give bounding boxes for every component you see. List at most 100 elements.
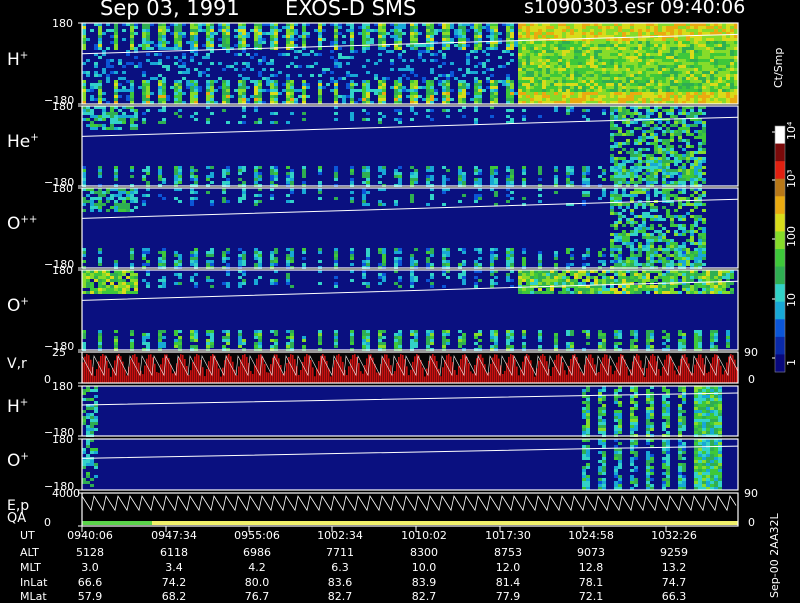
panel-label-sup: +	[30, 133, 39, 144]
panel-h-plus-2	[78, 386, 738, 437]
panel-ymax-he-plus: 180	[52, 100, 73, 113]
ephem-label-ut: UT	[20, 529, 35, 542]
ephem-value: 0947:34	[146, 529, 202, 542]
ephem-value: 7711	[312, 546, 368, 559]
ephem-value: 1010:02	[396, 529, 452, 542]
ephem-value: 80.0	[229, 576, 285, 589]
panel-label-sup: +	[20, 297, 29, 308]
ephem-value: 1017:30	[480, 529, 536, 542]
ephem-value: 6986	[229, 546, 285, 559]
panel-label-o-plus-2: O+	[7, 451, 29, 471]
header-instrument: EXOS-D SMS	[285, 0, 416, 20]
ephem-label-mlt: MLT	[20, 561, 41, 574]
ephem-value: 66.3	[646, 590, 702, 603]
ephem-value: 10.0	[396, 561, 452, 574]
panels-layer	[78, 23, 738, 532]
panel-o-plus-2	[78, 439, 738, 490]
ephem-label-mlat: MLat	[20, 590, 47, 603]
colorbar-tick-label: 1	[785, 359, 798, 366]
colorbar-tick-label: 10⁴	[785, 122, 798, 140]
panel-label-h-plus-2: H+	[7, 397, 28, 417]
colorbar-segment	[775, 284, 785, 302]
header-date: Sep 03, 1991	[100, 0, 240, 20]
panel-label-sup: ++	[20, 215, 37, 226]
colorbar-segment	[775, 179, 785, 197]
panel-ep-qa	[78, 493, 738, 526]
panel-rmax-vr: 90	[744, 346, 758, 359]
ephem-value: 9073	[563, 546, 619, 559]
panel-ymin-vr: 0	[44, 373, 51, 386]
ephem-value: 82.7	[396, 590, 452, 603]
ephem-value: 57.9	[62, 590, 118, 603]
panel-ymax-o-plusplus: 180	[52, 182, 73, 195]
panel-rmin-ep-qa: 0	[748, 516, 755, 529]
header-file: s1090303.esr	[524, 0, 654, 18]
ephem-value: 3.0	[62, 561, 118, 574]
panel-label-sup: +	[20, 50, 29, 61]
colorbar-segment	[775, 249, 785, 267]
ephem-value: 68.2	[146, 590, 202, 603]
colorbar	[772, 126, 785, 373]
panel-label-sup: +	[20, 398, 29, 409]
ephem-value: 82.7	[312, 590, 368, 603]
ephem-value: 12.8	[563, 561, 619, 574]
ephem-value: 6.3	[312, 561, 368, 574]
panel-label-he-plus: He+	[7, 132, 39, 152]
colorbar-segment	[775, 302, 785, 320]
ephem-value: 3.4	[146, 561, 202, 574]
ephem-value: 1032:26	[646, 529, 702, 542]
panel-label-o-plus: O+	[7, 296, 29, 316]
ephem-value: 83.9	[396, 576, 452, 589]
ephem-value: 76.7	[229, 590, 285, 603]
ephem-value: 9259	[646, 546, 702, 559]
panel-label-sup: +	[20, 451, 29, 462]
ephem-value: 74.2	[146, 576, 202, 589]
ephem-value: 72.1	[563, 590, 619, 603]
panel-rmin-vr: 0	[748, 373, 755, 386]
panel-o-plus	[78, 270, 738, 351]
colorbar-tick-label: 10	[785, 293, 798, 307]
panel-label-h-plus: H+	[7, 50, 28, 70]
ephem-value: 83.6	[312, 576, 368, 589]
colorbar-segment	[775, 319, 785, 337]
ephem-value: 5128	[62, 546, 118, 559]
panel-ymax-vr: 25	[52, 346, 66, 359]
panel-ymin-ep-qa: 0	[44, 516, 51, 529]
ephem-value: 78.1	[563, 576, 619, 589]
panel-ymax-o-plus-2: 180	[52, 433, 73, 446]
colorbar-segment	[775, 337, 785, 355]
panel-ymax-h-plus: 180	[52, 17, 73, 30]
ephem-value: 13.2	[646, 561, 702, 574]
ephem-value: 6118	[146, 546, 202, 559]
header-time: 09:40:06	[660, 0, 745, 18]
panel-vr	[78, 352, 738, 383]
colorbar-unit: Ct/Smp	[772, 48, 785, 88]
panel-ymax-ep-qa: 4000	[52, 487, 80, 500]
colorbar-segment	[775, 354, 785, 372]
panel-rmax-ep-qa: 90	[744, 487, 758, 500]
colorbar-tick-label: 100	[785, 226, 798, 247]
ephem-value: 8753	[480, 546, 536, 559]
ephem-value: 0955:06	[229, 529, 285, 542]
panel-o-plusplus	[78, 188, 738, 269]
ephem-label-alt: ALT	[20, 546, 39, 559]
ephem-value: 0940:06	[62, 529, 118, 542]
panel-label2-ep-qa: QA	[7, 511, 26, 526]
colorbar-segment	[775, 196, 785, 214]
colorbar-segment	[775, 267, 785, 285]
ephem-value: 81.4	[480, 576, 536, 589]
panel-label-o-plusplus: O++	[7, 214, 37, 234]
colorbar-segment	[775, 126, 785, 144]
colorbar-segment	[775, 161, 785, 179]
ephem-value: 12.0	[480, 561, 536, 574]
panel-ymax-h-plus-2: 180	[52, 380, 73, 393]
ephem-value: 4.2	[229, 561, 285, 574]
colorbar-segment	[775, 144, 785, 162]
colorbar-tick-label: 10³	[785, 170, 798, 188]
ephem-value: 77.9	[480, 590, 536, 603]
ephem-value: 66.6	[62, 576, 118, 589]
panel-label-vr: V,r	[7, 356, 27, 372]
side-label: Sep-00 2AA32L	[768, 513, 781, 598]
colorbar-segment	[775, 231, 785, 249]
